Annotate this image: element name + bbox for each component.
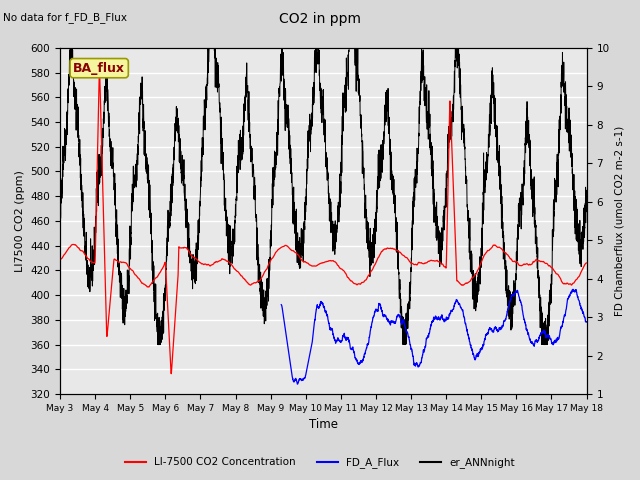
Legend: LI-7500 CO2 Concentration, FD_A_Flux, er_ANNnight: LI-7500 CO2 Concentration, FD_A_Flux, er…: [121, 453, 519, 472]
Y-axis label: LI7500 CO2 (ppm): LI7500 CO2 (ppm): [15, 170, 25, 272]
Text: CO2 in ppm: CO2 in ppm: [279, 12, 361, 26]
X-axis label: Time: Time: [309, 419, 338, 432]
Y-axis label: FD Chamberflux (umol CO2 m-2 s-1): FD Chamberflux (umol CO2 m-2 s-1): [615, 126, 625, 316]
Text: No data for f_FD_B_Flux: No data for f_FD_B_Flux: [3, 12, 127, 23]
Text: BA_flux: BA_flux: [73, 61, 125, 75]
